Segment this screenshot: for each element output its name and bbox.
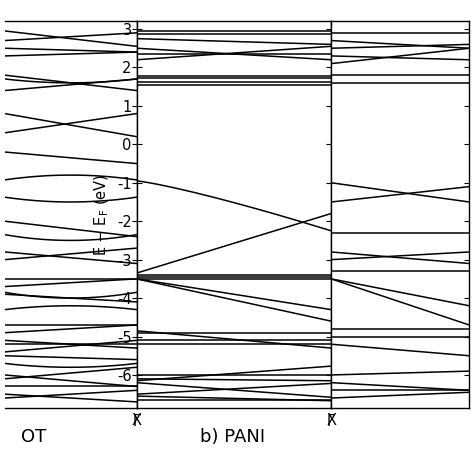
Text: b) PANI: b) PANI [200,428,265,446]
Y-axis label: E $-$ E$_\mathrm{F}$ (eV): E $-$ E$_\mathrm{F}$ (eV) [93,173,111,255]
Text: OT: OT [20,428,46,446]
